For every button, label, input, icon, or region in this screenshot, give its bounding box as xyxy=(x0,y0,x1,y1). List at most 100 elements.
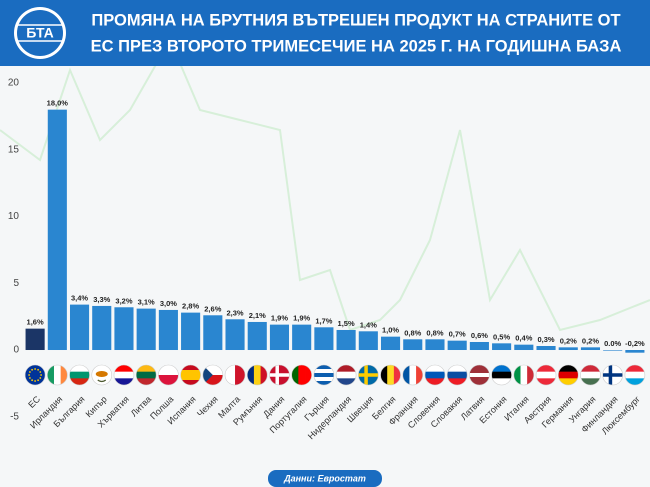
flag xyxy=(469,365,490,385)
bar xyxy=(314,327,334,351)
source-pill xyxy=(268,470,382,487)
flag xyxy=(202,365,223,385)
flag-part xyxy=(469,365,490,370)
flag-part xyxy=(602,373,623,377)
flag-part xyxy=(409,365,417,385)
flag-border xyxy=(180,364,201,386)
flag-border xyxy=(491,364,512,386)
flag xyxy=(180,365,201,385)
flag-part xyxy=(180,380,201,385)
flag-part xyxy=(536,378,557,385)
logo-text: БТА xyxy=(26,25,54,41)
flag-part xyxy=(97,379,107,383)
value-label: 2,1% xyxy=(249,311,266,320)
flag-star xyxy=(31,368,34,371)
bar xyxy=(625,350,645,353)
flag-part xyxy=(393,365,401,385)
value-label: 1,9% xyxy=(271,314,288,323)
bar xyxy=(447,340,467,351)
flag-part xyxy=(313,373,334,378)
flag-part xyxy=(25,365,46,385)
flag xyxy=(491,365,512,385)
flag-border xyxy=(291,364,312,386)
flag-star xyxy=(37,379,40,382)
bar xyxy=(336,329,356,351)
bar xyxy=(225,319,245,351)
flag-star xyxy=(31,379,34,382)
value-label: 0,5% xyxy=(493,332,510,341)
flag-part xyxy=(447,365,468,372)
flag xyxy=(447,365,468,385)
flag xyxy=(291,365,312,385)
flag-part xyxy=(527,365,534,385)
flag xyxy=(113,365,134,385)
bar xyxy=(92,305,112,351)
flag-star xyxy=(40,374,43,376)
flag-part xyxy=(536,371,557,379)
flag-border xyxy=(580,364,601,386)
flag xyxy=(247,365,268,385)
y-tick-label: 20 xyxy=(8,78,20,89)
value-label: 1,5% xyxy=(338,319,355,328)
value-label: 2,6% xyxy=(204,304,221,313)
flag-star xyxy=(34,368,37,370)
flag-star xyxy=(37,368,40,371)
bar xyxy=(358,331,378,351)
flag-part xyxy=(225,365,236,385)
flag-part xyxy=(202,375,223,385)
flag-border xyxy=(335,364,357,386)
header xyxy=(0,0,650,66)
bar xyxy=(292,324,312,351)
value-label: 1,6% xyxy=(27,318,44,327)
value-label: 3,0% xyxy=(160,299,177,308)
bar xyxy=(269,324,290,351)
flag-part xyxy=(624,371,645,379)
flag-part xyxy=(491,371,512,379)
bar xyxy=(425,339,445,351)
flag-part xyxy=(402,365,410,385)
flag-part xyxy=(513,365,521,385)
value-label: 0.0% xyxy=(604,339,621,348)
logo-inner xyxy=(17,10,63,56)
flag-part xyxy=(298,365,306,385)
bar xyxy=(136,308,156,351)
flag-part xyxy=(69,371,90,379)
flag xyxy=(624,365,645,385)
value-label: 1,7% xyxy=(315,316,332,325)
value-label: 1,0% xyxy=(382,326,399,335)
decoration xyxy=(0,37,650,332)
y-tick-label: -5 xyxy=(10,411,19,422)
flag-border xyxy=(158,364,179,386)
flag-star xyxy=(29,371,31,373)
flag-part xyxy=(424,365,445,372)
bar xyxy=(380,336,401,351)
flag-border xyxy=(24,364,46,386)
flag-border xyxy=(424,364,446,386)
flag-border xyxy=(402,364,424,386)
flag-part xyxy=(580,378,601,385)
y-tick-label: 5 xyxy=(13,278,19,289)
y-tick-label: 10 xyxy=(8,211,20,222)
flag-border xyxy=(602,364,623,386)
flag xyxy=(580,365,601,385)
value-label: 0,7% xyxy=(449,330,466,339)
bar xyxy=(114,307,134,351)
bar xyxy=(69,304,90,351)
flag-part xyxy=(113,371,134,379)
flag-star xyxy=(28,374,31,376)
flag-part xyxy=(387,365,395,385)
flag-star xyxy=(34,380,37,382)
flag-border xyxy=(557,364,579,386)
flag-part xyxy=(536,365,557,372)
bar xyxy=(25,328,45,351)
flag-border xyxy=(358,364,379,386)
flag-part xyxy=(53,365,61,385)
bar xyxy=(47,109,67,351)
flag-part xyxy=(469,381,490,385)
flag-border xyxy=(47,364,68,386)
bar xyxy=(247,321,267,351)
source: Данни: Евростат xyxy=(283,473,366,483)
bar xyxy=(492,343,512,351)
flag-part xyxy=(469,373,490,378)
